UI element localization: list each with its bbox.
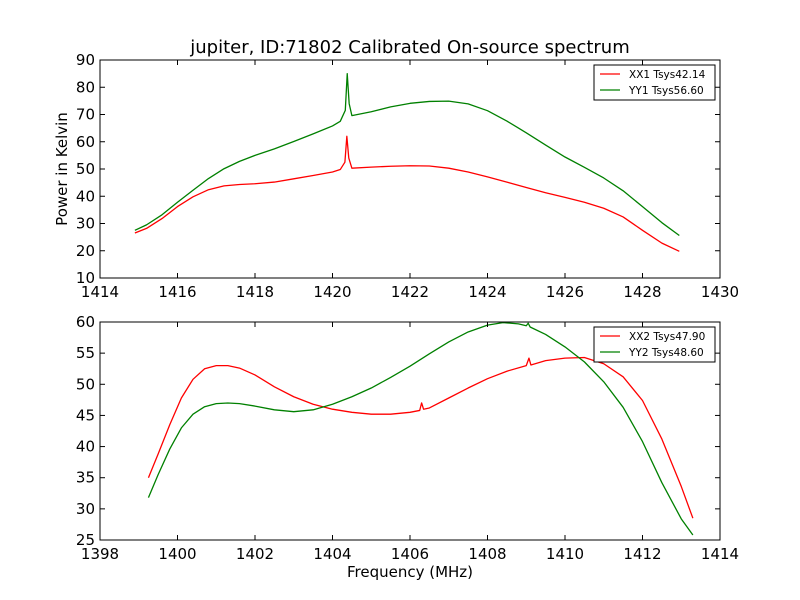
top-x-tick-label: 1416: [158, 283, 196, 301]
top-y-tick-label: 80: [76, 78, 95, 96]
top-axis-ticks: 1414 1416 1418 1420 1422 1424 1426 1428 1430 10 20…: [76, 51, 739, 301]
bottom-y-tick-label: 40: [76, 438, 95, 456]
top-x-tick-label: 1422: [391, 283, 429, 301]
top-x-tick-label: 1430: [701, 283, 739, 301]
top-y-tick-label: 20: [76, 242, 95, 260]
bottom-y-tick-label: 45: [76, 406, 95, 424]
top-legend-label-yy1: YY1 Tsys56.60: [628, 85, 704, 97]
bottom-y-tick-label: 55: [76, 344, 95, 362]
bottom-y-tick-label: 60: [76, 313, 95, 331]
top-legend: XX1 Tsys42.14 YY1 Tsys56.60: [593, 64, 716, 101]
top-series-line-1: [134, 135, 680, 252]
bottom-x-tick-label: 1398: [81, 545, 119, 563]
bottom-y-tick-label: 30: [76, 500, 95, 518]
top-x-tick-label: 1426: [546, 283, 584, 301]
top-x-tick-label: 1420: [313, 283, 351, 301]
bottom-x-tick-label: 1408: [468, 545, 506, 563]
bottom-x-tick-label: 1412: [623, 545, 661, 563]
bottom-x-tick-label: 1400: [158, 545, 196, 563]
top-x-tick-label: 1424: [468, 283, 506, 301]
bottom-legend-box: [593, 326, 716, 363]
top-series-line-2: [134, 72, 680, 237]
bottom-axis-ticks: 1398 1400 1402 1404 1406 1408 1410 1412 1414 25 30…: [76, 313, 739, 563]
top-y-tick-label: 10: [76, 269, 95, 287]
bottom-spectrum-panel: 1398 1400 1402 1404 1406 1408 1410 1412 1414 25 30…: [76, 313, 739, 581]
top-legend-box: [593, 64, 716, 101]
top-spectrum-panel: 1414 1416 1418 1420 1422 1424 1426 1428 1430 10 20…: [53, 51, 739, 301]
top-y-tick-label: 40: [76, 187, 95, 205]
bottom-y-tick-label: 35: [76, 469, 95, 487]
top-y-tick-label: 30: [76, 215, 95, 233]
bottom-series-line-2: [147, 321, 694, 536]
bottom-y-tick-label: 25: [76, 531, 95, 549]
top-series-lines: [134, 72, 680, 252]
bottom-y-tick-label: 50: [76, 375, 95, 393]
bottom-series-line-1: [147, 356, 694, 519]
bottom-legend-label-yy2: YY2 Tsys48.60: [628, 347, 704, 359]
bottom-legend-label-xx2: XX2 Tsys47.90: [629, 331, 705, 343]
bottom-x-tick-label: 1414: [701, 545, 739, 563]
figure-title: jupiter, ID:71802 Calibrated On-source s…: [189, 37, 630, 58]
bottom-legend: XX2 Tsys47.90 YY2 Tsys48.60: [593, 326, 716, 363]
top-y-tick-label: 70: [76, 106, 95, 124]
bottom-x-tick-label: 1404: [313, 545, 351, 563]
top-x-tick-label: 1418: [236, 283, 274, 301]
bottom-x-tick-label: 1406: [391, 545, 429, 563]
top-y-tick-label: 60: [76, 133, 95, 151]
bottom-x-tick-label: 1402: [236, 545, 274, 563]
bottom-x-axis-label: Frequency (MHz): [347, 563, 473, 581]
top-x-tick-label: 1414: [81, 283, 119, 301]
top-y-tick-label: 50: [76, 160, 95, 178]
top-x-tick-label: 1428: [623, 283, 661, 301]
top-legend-label-xx1: XX1 Tsys42.14: [629, 69, 706, 81]
top-y-axis-label: Power in Kelvin: [53, 112, 71, 226]
top-y-tick-label: 90: [76, 51, 95, 69]
bottom-series-lines: [147, 321, 694, 536]
bottom-x-tick-label: 1410: [546, 545, 584, 563]
